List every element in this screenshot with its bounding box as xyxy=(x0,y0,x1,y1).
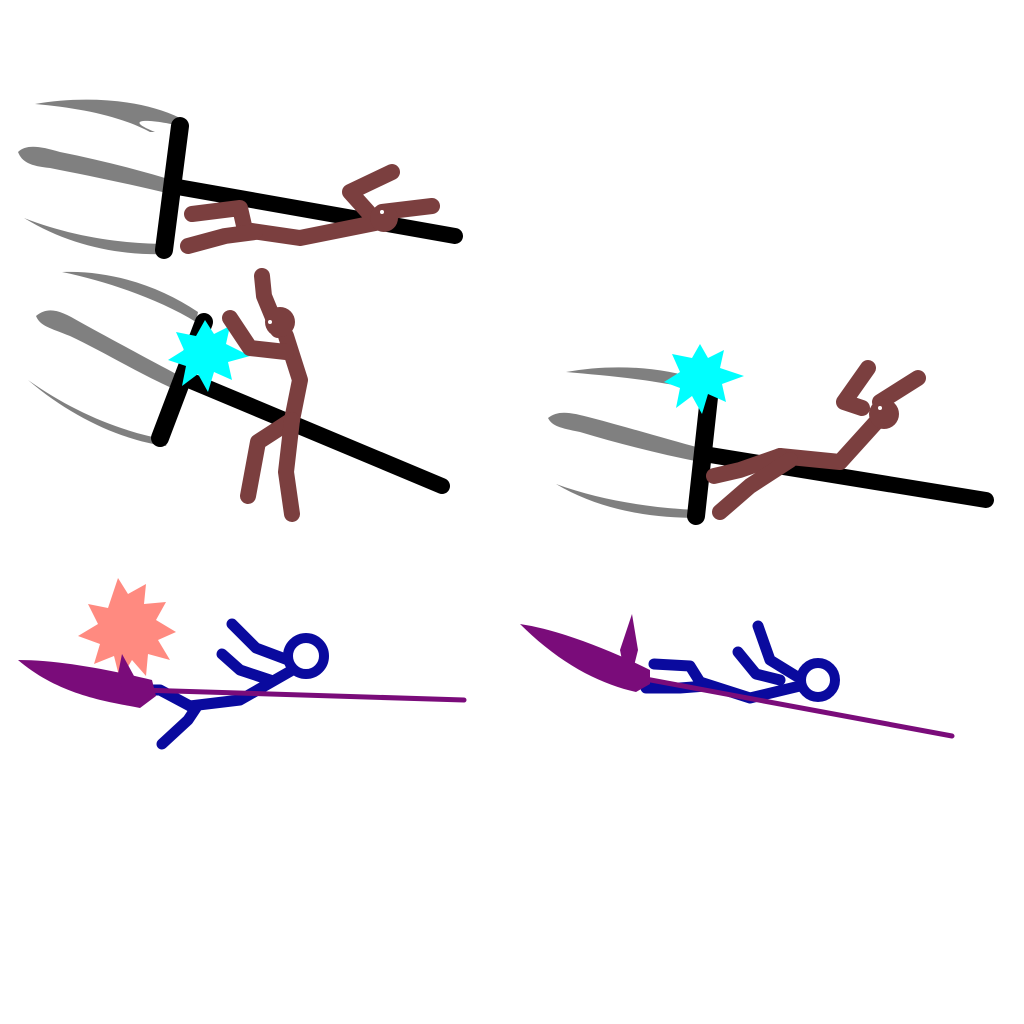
stickman-head xyxy=(796,658,840,702)
spear-shaft xyxy=(637,675,955,739)
trident-prong-middle xyxy=(548,412,700,462)
purple-spear xyxy=(18,654,467,708)
spear-ride-frame-1 xyxy=(18,578,467,750)
purple-spear xyxy=(520,614,955,739)
trident-prong-top xyxy=(35,99,188,132)
trident-grab-frame-1 xyxy=(18,99,463,259)
stickman-leg-upper xyxy=(184,200,253,238)
trident-grab-frame-3 xyxy=(548,344,994,525)
stickman-torso xyxy=(184,662,302,712)
stickman-eye xyxy=(878,406,882,410)
trident-prong-top xyxy=(566,367,704,392)
spear-blade xyxy=(520,624,650,692)
trident xyxy=(28,271,450,494)
spear-fin xyxy=(620,614,638,690)
brown-stickman xyxy=(222,268,308,522)
pink-energy-burst xyxy=(78,578,176,680)
stickman-head xyxy=(283,633,329,679)
stickman-leg-lower xyxy=(180,224,263,254)
stickman-eye xyxy=(380,210,384,214)
stickman-head xyxy=(869,399,899,429)
spear-fin xyxy=(118,654,134,696)
stickman-leg-lower xyxy=(712,452,798,520)
stickman-leg-right xyxy=(278,412,300,522)
stickman-head xyxy=(370,204,398,232)
trident xyxy=(18,99,463,259)
trident-shaft xyxy=(176,370,450,494)
trident xyxy=(548,367,994,525)
trident-shaft xyxy=(164,178,463,244)
spear-blade xyxy=(18,660,156,708)
stickman-leg-upper xyxy=(706,448,788,484)
stickman-arm-upper xyxy=(836,360,876,416)
spear-shaft xyxy=(137,687,467,703)
trident-prong-middle xyxy=(18,146,178,196)
stickman-leg-lower xyxy=(156,702,202,750)
stickman-arm-lower xyxy=(216,648,276,686)
trident-prong-bottom xyxy=(556,484,698,518)
stickman-arm-upper xyxy=(752,620,802,682)
blue-stickman xyxy=(640,620,840,704)
stickman-torso xyxy=(237,214,388,246)
stickman-torso xyxy=(772,412,886,470)
cyan-energy-burst xyxy=(664,344,744,414)
stickman-arm-lower xyxy=(872,370,926,410)
trident-prong-bottom xyxy=(24,218,170,255)
stickman-leg-left xyxy=(240,412,300,504)
stickman-arm-lower xyxy=(732,646,786,686)
blue-stickman xyxy=(146,618,329,750)
stickman-head xyxy=(265,307,295,337)
stickman-leg-upper xyxy=(648,658,706,688)
spear-ride-frame-2 xyxy=(520,614,955,739)
stickman-arm-lower xyxy=(222,310,294,360)
trident-grab-frame-2 xyxy=(28,268,450,522)
stickman-eye xyxy=(268,320,272,324)
stickman-arm-upper xyxy=(342,164,400,220)
trident-prong-middle xyxy=(36,310,180,390)
stickman-arm-upper xyxy=(226,618,294,666)
brown-stickman xyxy=(706,360,926,520)
brown-stickman xyxy=(180,164,440,254)
trident-prong-bottom xyxy=(28,380,168,446)
trident-prong-top xyxy=(62,271,198,322)
cyan-energy-burst xyxy=(168,320,250,392)
